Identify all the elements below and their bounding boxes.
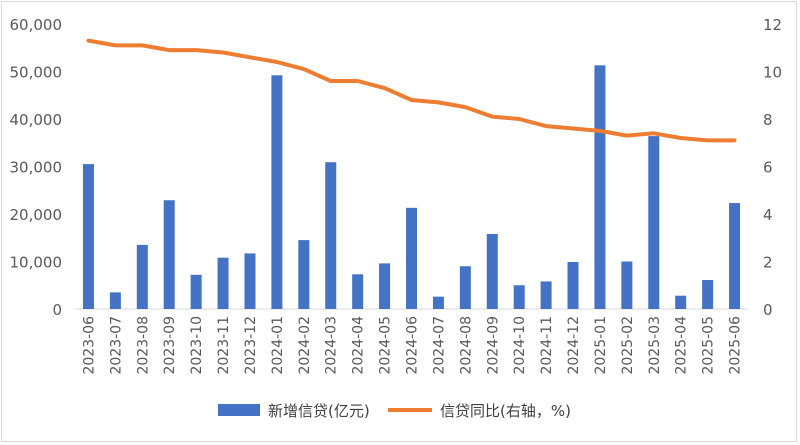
x-axis: 2023-06 2023-07 2023-08 2023-09 2023-10 2023-… — [81, 316, 743, 375]
x-axis-tick-label: 2024-12 — [566, 316, 582, 375]
bar — [325, 162, 337, 309]
bar — [109, 292, 121, 309]
left-axis-tick-label: 10,000 — [10, 254, 63, 272]
legend-label-bar: 新增信贷(亿元) — [268, 402, 370, 420]
bar — [567, 261, 579, 309]
bar — [648, 136, 660, 309]
bar — [729, 203, 741, 309]
right-axis-tick-label: 8 — [763, 111, 773, 129]
series-line — [86, 38, 737, 143]
right-axis-tick-label: 12 — [763, 16, 782, 34]
x-axis-tick-label: 2023-06 — [81, 316, 97, 375]
bar — [217, 257, 229, 309]
right-axis-tick-label: 2 — [763, 254, 773, 272]
bar — [271, 75, 283, 309]
bar — [82, 164, 94, 309]
x-axis-tick-label: 2025-03 — [647, 316, 663, 375]
bar — [540, 281, 552, 309]
bar — [163, 200, 175, 309]
bar — [675, 295, 687, 309]
right-y-axis: 0 2 4 6 8 10 12 — [763, 16, 782, 319]
x-axis-tick-label: 2023-12 — [243, 316, 259, 375]
bar — [459, 266, 471, 309]
x-axis-tick-label: 2023-08 — [135, 316, 151, 375]
legend-swatch-bar — [218, 404, 260, 416]
bar — [190, 274, 202, 309]
x-axis-tick-label: 2024-06 — [405, 316, 421, 375]
left-axis-tick-label: 30,000 — [10, 159, 63, 177]
bar — [621, 261, 633, 309]
x-axis-tick-label: 2024-08 — [458, 316, 474, 375]
x-axis-tick-label: 2025-04 — [674, 316, 690, 375]
x-axis-tick-label: 2024-07 — [431, 316, 447, 375]
bar — [244, 253, 256, 309]
right-axis-tick-label: 0 — [763, 301, 773, 319]
x-axis-tick-label: 2024-10 — [512, 316, 528, 375]
x-axis-tick-label: 2023-09 — [162, 316, 178, 375]
bar — [352, 274, 364, 309]
x-axis-tick-label: 2024-04 — [351, 316, 367, 375]
bar — [379, 263, 391, 309]
x-axis-tick-label: 2025-05 — [701, 316, 717, 375]
plot-area — [75, 38, 748, 310]
left-y-axis: 0 10,000 20,000 30,000 40,000 50,000 60,000 — [10, 16, 63, 319]
x-axis-tick-label: 2023-11 — [216, 316, 232, 375]
x-axis-tick-label: 2025-01 — [593, 316, 609, 375]
bar — [513, 285, 525, 309]
bar — [594, 65, 606, 309]
bar — [406, 207, 417, 309]
x-axis-tick-label: 2024-02 — [297, 316, 313, 375]
x-axis-tick-label: 2024-09 — [485, 316, 501, 375]
bar — [136, 244, 148, 309]
x-axis-tick-label: 2025-02 — [620, 316, 636, 375]
bar — [432, 296, 444, 309]
x-axis-tick-label: 2024-05 — [378, 316, 394, 375]
left-axis-tick-label: 20,000 — [10, 206, 63, 224]
right-axis-tick-label: 4 — [763, 206, 773, 224]
right-axis-tick-label: 6 — [763, 159, 773, 177]
legend-label-line: 信贷同比(右轴，%) — [440, 402, 571, 420]
left-axis-tick-label: 60,000 — [10, 16, 63, 34]
x-axis-tick-label: 2025-06 — [728, 316, 744, 375]
x-axis-tick-label: 2024-11 — [539, 316, 555, 375]
x-axis-tick-label: 2023-10 — [189, 316, 205, 375]
legend: 新增信贷(亿元) 信贷同比(右轴，%) — [218, 402, 571, 420]
x-axis-tick-label: 2024-03 — [324, 316, 340, 375]
left-axis-tick-label: 0 — [52, 301, 62, 319]
bar — [298, 240, 310, 309]
bar — [702, 280, 714, 309]
left-axis-tick-label: 40,000 — [10, 111, 63, 129]
right-axis-tick-label: 10 — [763, 64, 782, 82]
left-axis-tick-label: 50,000 — [10, 64, 63, 82]
bar — [486, 233, 498, 309]
x-axis-tick-label: 2023-07 — [108, 316, 124, 375]
x-axis-tick-label: 2024-01 — [270, 316, 286, 375]
